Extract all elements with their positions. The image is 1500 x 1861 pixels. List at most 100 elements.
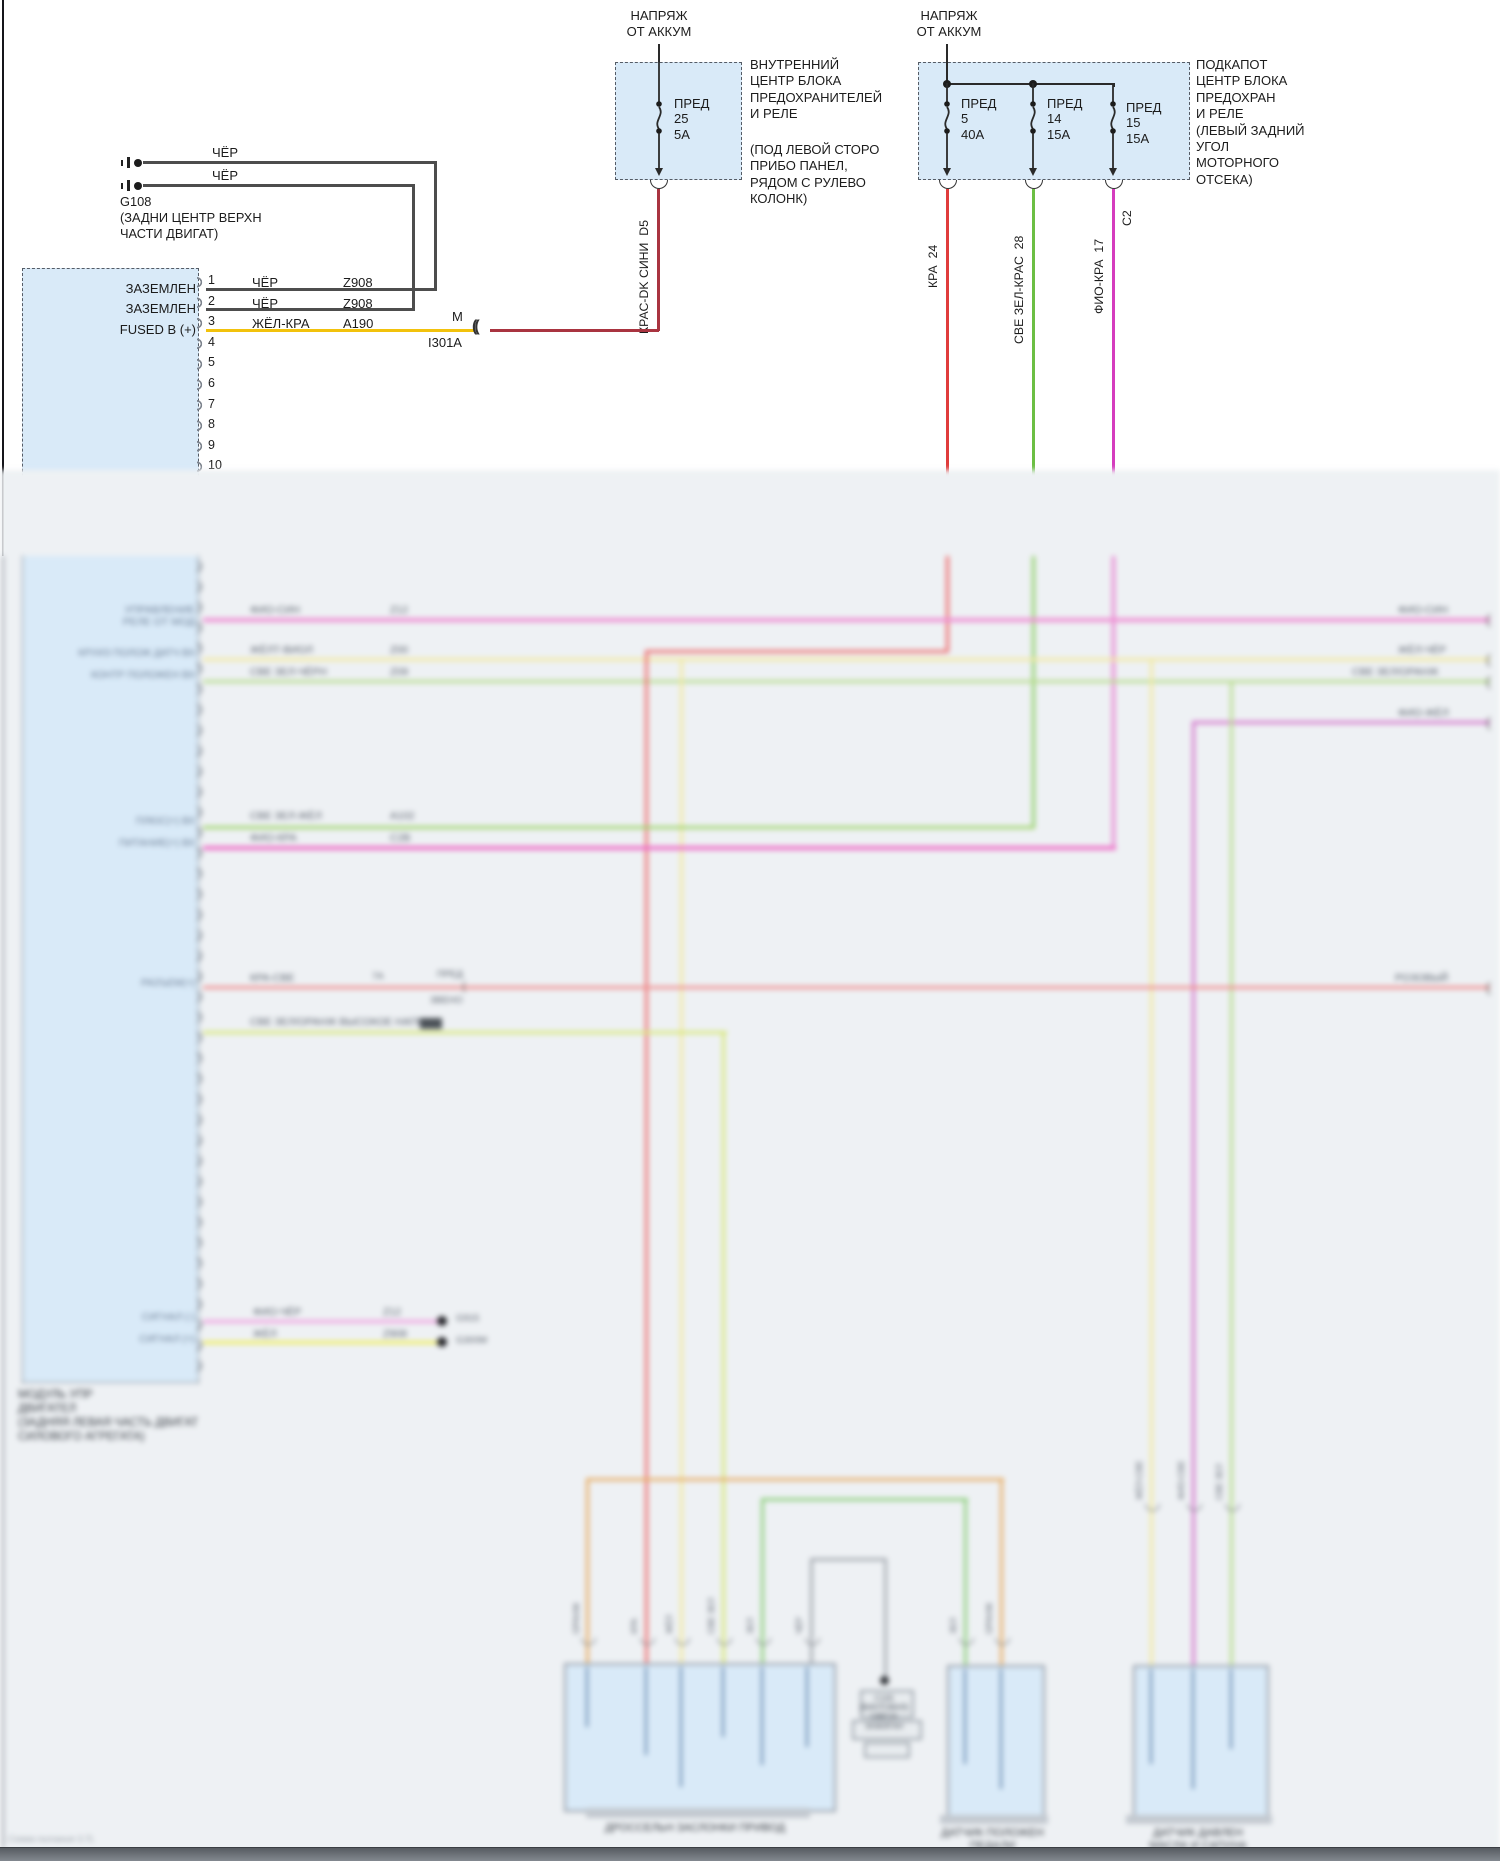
fuse-25-label: ПРЕД 25 5A [674, 96, 710, 142]
b1w4-label: СВЕ ЗЕЛ [706, 1597, 716, 1634]
row-pit-wire [203, 846, 1116, 850]
row-kra-wire-label: КРА-СВЕ [250, 972, 295, 984]
engine-fusebox [918, 62, 1190, 180]
row-zhel-viol-pin-label: КРУИЗ ПОЛОЖ ДАТЧ ВХ [78, 648, 195, 659]
row-kra-pin-label: РАЗЪЕМ(+) [140, 978, 195, 989]
fuse-15-label: ПРЕД 15 15A [1126, 100, 1162, 146]
ground-wire1 [143, 161, 437, 164]
row-zhel-viol-far-label: ЖЁЛ-ЧЁР [1398, 644, 1447, 656]
splice-2-name: G300М [456, 1335, 488, 1346]
pin1-wire [206, 288, 436, 291]
wire-yellow-branch [680, 658, 684, 1665]
fuse-symbol-14 [1029, 83, 1037, 176]
box3-pin-1 [1150, 1669, 1153, 1764]
inner-fusebox-location: (ПОД ЛЕВОЙ СТОРО ПРИБО ПАНЕЛ, РЯДОМ С РУ… [750, 142, 880, 207]
row-sig1-wire [203, 1320, 443, 1324]
row-kra-tap3: ЗВЕНО [430, 995, 463, 1006]
wire-green-right [964, 1498, 968, 1665]
row-kra-tap: 7А [372, 971, 384, 982]
module-block-bottom [22, 556, 199, 1383]
row-fio-sin-pin-label: УПРАВЛЕНИЕ РЕЛЕ ОТ МОД [122, 604, 195, 629]
b1w3-label: ЖЁЛ [664, 1614, 674, 1634]
b3w1-label: ЖЁЛ-СВЕ [1134, 1460, 1144, 1500]
b1w6-label: ЧЁР [794, 1616, 804, 1634]
engine-fusebox-entry-wire [946, 44, 948, 84]
component-junction-dot [880, 1676, 889, 1685]
ground-tick-2 [127, 180, 130, 191]
fuse-5-label: ПРЕД 5 40A [961, 96, 997, 142]
b3w2-label: ФИО-СВЕ [1176, 1460, 1186, 1501]
row-plus-pin-label: ПЛЮС(+) ВХ [135, 816, 195, 827]
row-sig2-pin-label: СИГНАЛ (+) [139, 1334, 195, 1345]
row-fio-zhel-end-connector: ( [1486, 714, 1491, 730]
row-sig2-circuit: Z908 [383, 1328, 407, 1340]
ground-tick-1 [127, 157, 130, 168]
row-sve-zel-wire [203, 680, 1490, 684]
row-fio-zhel-wire [1192, 721, 1490, 725]
wire-kras-dk-sini [656, 189, 660, 331]
wire-kra-cont [945, 556, 949, 652]
wire-ylwgreen-branch [722, 1031, 726, 1665]
row3-wire-color: ЖЁЛ-КРА [252, 316, 310, 331]
module-pin-bumps-top [197, 272, 206, 556]
row-sig1-circuit: Z12 [383, 1306, 402, 1318]
wire-orange-bridge [586, 1478, 1004, 1482]
wire-sve-zel-kras [1031, 189, 1035, 557]
wire-sve-zel-kras-cont [1031, 556, 1035, 829]
row2-wire-color: ЧЁР [252, 296, 279, 311]
component-shape-1 [860, 1690, 914, 1718]
wire-fio-kra-cont [1111, 556, 1115, 850]
ground-wire2-label: ЧЁР [212, 168, 239, 183]
row-fio-sin-end-connector: ( [1486, 611, 1491, 627]
row-plus-wire-label: СВЕ ЗЕЛ-ЖЁЛ [250, 810, 322, 822]
b2w1-label: ЗЕЛ [948, 1617, 958, 1634]
page-left-border [2, 0, 5, 556]
pedal-sensor-plinth [940, 1815, 1048, 1824]
module-row1-label: ЗАЗЕМЛЕН [125, 281, 196, 296]
row-plus-circuit: А102 [390, 810, 415, 822]
box1-pin-2 [645, 1667, 648, 1755]
row-sve-zel-pin-label: КОНТР ПОЛОЖЕН ВХ [90, 670, 195, 681]
component-label: С105 (ВИНТОВАЯ) СВЕЧА ЗАЖИГАН [859, 1694, 909, 1731]
row-high-wire-label: СВЕ ЗЕЛ/ОРАНЖ ВЫСОКОЕ НАПРЯЖ [250, 1016, 442, 1028]
row-kra-end-connector: ( [1486, 979, 1491, 995]
corner-note: Схема питания 3.7L [8, 1834, 95, 1844]
ground-wire1-drop [434, 161, 437, 291]
box1-pin-1 [586, 1667, 589, 1727]
battery-feed-label-2: НАПРЯЖ ОТ АККУМ [916, 8, 982, 40]
row-sig2-wire-label: ЖЁЛ [253, 1328, 277, 1340]
b1w5-label: ЗЕЛ [745, 1617, 755, 1634]
wire-orange-left [586, 1478, 590, 1665]
splice-1-name: G915 [456, 1313, 480, 1324]
oil-sensor-box [1133, 1665, 1269, 1819]
battery-feed-label-1: НАПРЯЖ ОТ АККУМ [626, 8, 692, 40]
inline-cavity-label: M [452, 309, 463, 324]
inner-fusebox-name: ВНУТРЕННИЙ ЦЕНТР БЛОКА ПРЕДОХРАНИТЕЛЕЙ И… [750, 57, 883, 122]
oil-sensor-plinth [1126, 1815, 1272, 1824]
wire-zhel-kra [206, 329, 474, 333]
row-kra-far-label: РОЗОВЫЙ [1395, 972, 1449, 984]
actuator-box [564, 1663, 836, 1812]
b2w2-label: ОРАНЖ [984, 1602, 994, 1634]
page-bottom-bar [0, 1847, 1500, 1861]
row1-circuit: Z908 [343, 275, 373, 290]
ground-dot-1 [134, 159, 142, 167]
box2-pin-1 [964, 1669, 967, 1764]
ground-wire2 [143, 184, 414, 187]
row1-wire-color: ЧЁР [252, 275, 279, 290]
wire-green-left [761, 1498, 765, 1665]
ground-tick-2b [121, 183, 123, 189]
inner-fusebox-entry-wire [658, 44, 660, 62]
box1-pin-4 [722, 1667, 725, 1737]
fuse-symbol-25 [655, 62, 663, 176]
ground-tick-1b [121, 160, 123, 166]
blur-left-edge [2, 556, 5, 1848]
row-kra-tap2: ПРЕД [437, 969, 463, 980]
box3-pin-2 [1192, 1669, 1195, 1789]
row-kra-wire [203, 986, 1490, 989]
wire-kra-jog [645, 650, 948, 653]
b1w1-label: ОРАНЖ [571, 1602, 581, 1634]
engine-fusebox-name: ПОДКАПОТ ЦЕНТР БЛОКА ПРЕДОХРАН И РЕЛЕ (Л… [1196, 57, 1305, 187]
blur-tint [0, 470, 1500, 1861]
